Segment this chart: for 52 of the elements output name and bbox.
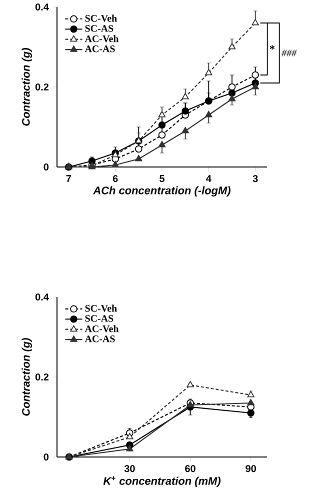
point xyxy=(158,140,166,148)
point xyxy=(205,110,212,118)
x-tick-label: 3 xyxy=(252,175,258,182)
point xyxy=(126,444,134,452)
point xyxy=(182,126,189,134)
y-tick-label: 0.4 xyxy=(35,293,49,301)
legend-label: SC-AS xyxy=(85,25,114,32)
y-tick-label: 0.2 xyxy=(35,373,49,381)
text: ### xyxy=(282,50,297,56)
x-tick-label: 60 xyxy=(185,465,196,472)
point xyxy=(228,94,236,102)
x-tick-label: 30 xyxy=(124,465,135,472)
point xyxy=(135,145,142,153)
point xyxy=(182,92,189,100)
point xyxy=(252,82,259,90)
x-axis-title: K$^{+}$ concentration (mM) xyxy=(103,476,220,487)
y-tick-label: 0.4 xyxy=(35,3,49,11)
legend-label: AC-AS xyxy=(84,46,115,52)
legend-label: SC-Veh xyxy=(85,304,117,312)
legend-label: AC-Veh xyxy=(84,325,119,332)
point xyxy=(112,160,119,168)
text: * xyxy=(270,45,275,50)
point xyxy=(158,121,166,129)
point xyxy=(135,154,142,162)
legend-label: AC-AS xyxy=(84,336,115,342)
x-axis-title: ACh concentration (-logM) xyxy=(92,186,230,196)
legend-label: SC-AS xyxy=(85,315,114,322)
y-tick-label: 0.2 xyxy=(35,83,49,91)
point xyxy=(252,71,259,79)
point xyxy=(228,42,236,50)
point xyxy=(247,398,254,406)
point xyxy=(158,131,166,139)
point xyxy=(247,390,254,398)
point xyxy=(126,432,134,440)
point xyxy=(228,89,236,97)
x-tick-label: 6 xyxy=(112,175,118,182)
point xyxy=(186,380,194,388)
x-tick-label: 7 xyxy=(66,175,72,182)
point xyxy=(228,83,236,91)
y-axis-title: Contraction (g) xyxy=(22,48,32,126)
legend-label: SC-Veh xyxy=(85,14,117,22)
point xyxy=(182,107,189,115)
y-tick-label: 0 xyxy=(44,163,49,171)
x-tick-label: 5 xyxy=(160,175,164,182)
x-tick-label: 90 xyxy=(246,465,256,472)
point xyxy=(158,110,166,118)
legend-label: AC-Veh xyxy=(84,35,119,42)
x-tick-label: 4 xyxy=(206,175,212,182)
y-axis-title: Contraction (g) xyxy=(22,338,32,416)
point xyxy=(252,18,259,26)
y-tick-label: 0 xyxy=(44,453,49,461)
point xyxy=(205,68,212,76)
